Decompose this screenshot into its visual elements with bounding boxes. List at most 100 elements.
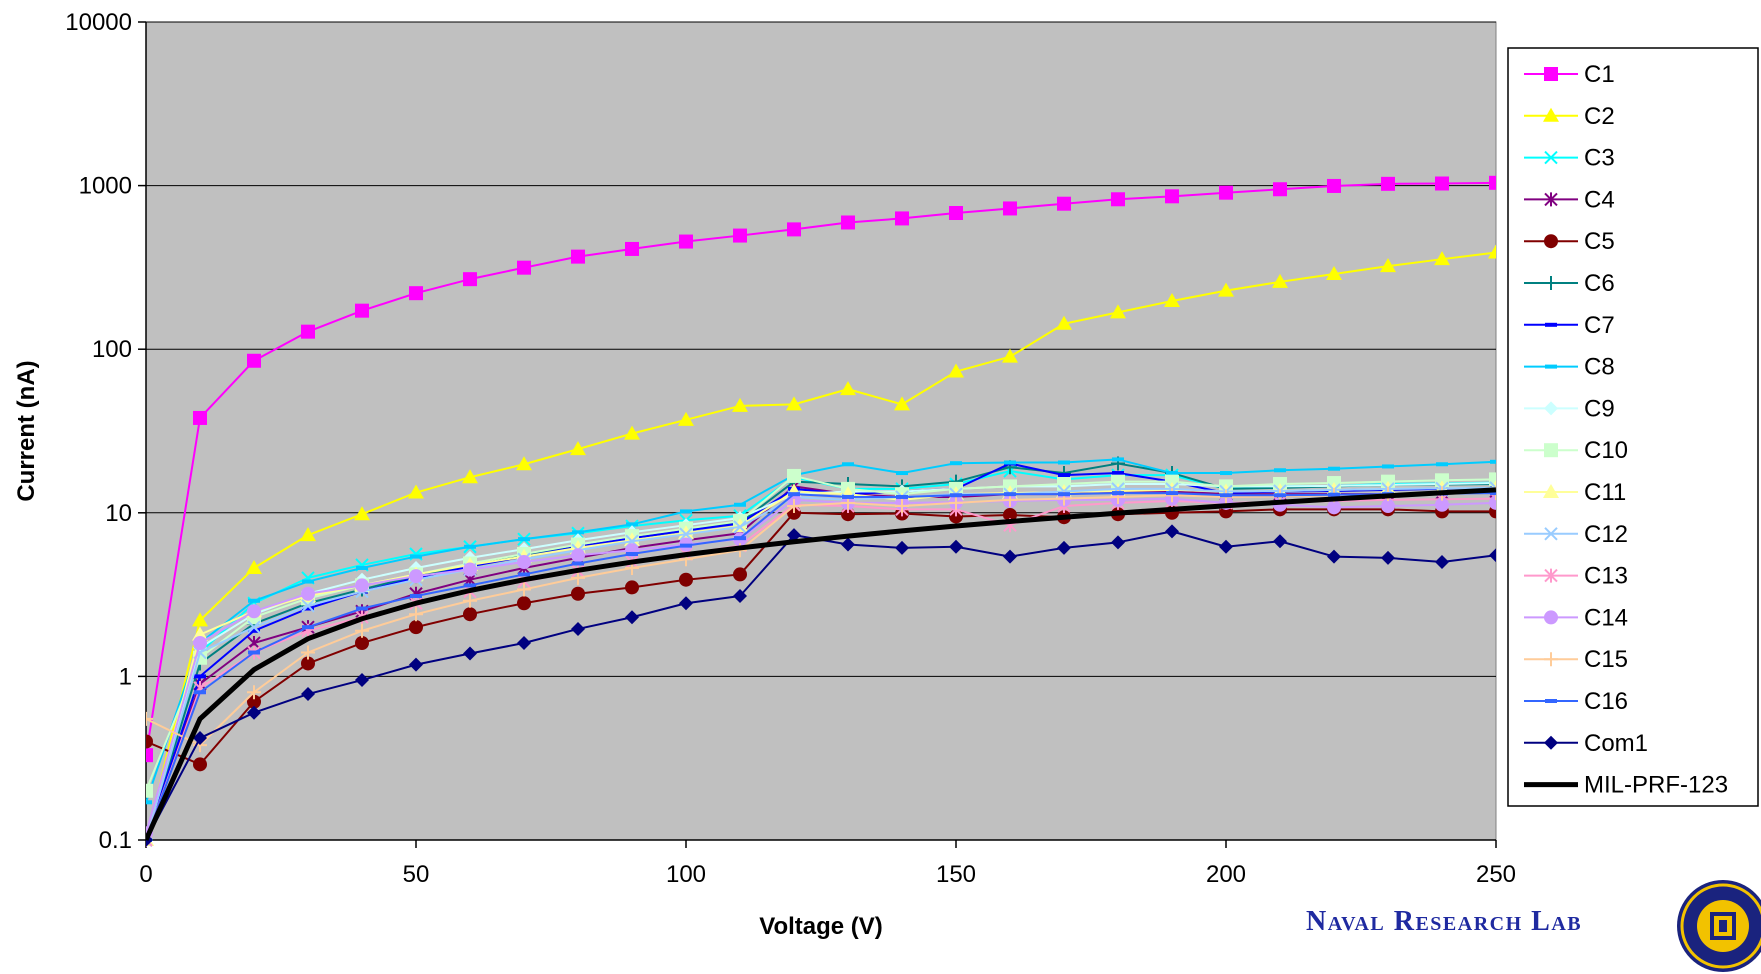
legend-marker: [1545, 364, 1557, 369]
data-point-c15: [517, 582, 531, 597]
data-point-c11: [732, 518, 748, 533]
data-point-c2: [1380, 258, 1396, 273]
legend-item-c10: C10: [1524, 437, 1628, 464]
data-point-c8: [410, 554, 422, 559]
data-point-c8: [464, 544, 476, 549]
x-tick-label: 150: [936, 861, 976, 888]
data-point-c2: [1110, 304, 1126, 319]
data-point-com1: [193, 731, 207, 746]
legend-item-mil-prf-123: MIL-PRF-123: [1524, 772, 1728, 799]
legend-label: C14: [1584, 604, 1628, 631]
tick-labels: 0.1 1 10 100 1000 10000 0 50 100 150 200 250: [65, 9, 1516, 888]
data-point-c8: [950, 461, 962, 466]
series-c1: [146, 175, 1496, 763]
series-c16: [146, 491, 1496, 842]
data-point-c16: [1490, 491, 1496, 496]
data-point-c2: [678, 411, 694, 426]
data-point-c16: [1166, 491, 1178, 496]
legend-item-c13: C13: [1524, 563, 1628, 590]
series-line-c4: [146, 485, 1496, 841]
legend-marker: [1544, 652, 1558, 667]
data-point-c15: [895, 499, 909, 514]
data-point-c2: [192, 612, 208, 627]
data-point-com1: [1435, 555, 1449, 570]
data-point-c16: [626, 551, 638, 556]
legend-label: Com1: [1584, 730, 1648, 757]
data-point-c12: [733, 520, 747, 534]
legend-label: C5: [1584, 228, 1615, 255]
data-point-c2: [1218, 282, 1234, 297]
data-point-c1: [1273, 182, 1287, 197]
data-point-c2: [1434, 251, 1450, 266]
data-point-c16: [410, 594, 422, 599]
chart: 0.1 1 10 100 1000 10000 0 50 100 150 200 250 Voltag…: [13, 9, 1759, 940]
data-point-c8: [680, 509, 692, 514]
legend-label: C13: [1584, 563, 1628, 590]
data-point-c8: [248, 598, 260, 603]
data-point-c8: [734, 502, 746, 507]
data-point-com1: [679, 596, 693, 611]
data-point-c5: [409, 620, 423, 635]
legend-label: C3: [1584, 145, 1615, 172]
data-point-c1: [463, 272, 477, 287]
data-point-c2: [354, 506, 370, 521]
data-point-com1: [895, 540, 909, 555]
legend-item-c7: C7: [1524, 312, 1615, 339]
legend-marker: [1545, 699, 1557, 703]
legend-item-c14: C14: [1524, 604, 1628, 631]
data-point-c15: [949, 495, 963, 510]
legend-label: C9: [1584, 395, 1615, 422]
y-tick-label: 100: [92, 336, 132, 363]
data-point-c16: [1004, 492, 1016, 497]
data-point-com1: [463, 646, 477, 661]
y-axis-title: Current (nA): [13, 360, 40, 501]
data-point-c1: [1219, 185, 1233, 200]
data-point-com1: [733, 589, 747, 604]
data-point-c8: [356, 565, 368, 570]
data-point-c5: [193, 757, 207, 772]
legend-label: C10: [1584, 437, 1628, 464]
data-point-c16: [1220, 493, 1232, 498]
data-point-c2: [246, 559, 262, 574]
legend-item-c6: C6: [1524, 270, 1615, 297]
data-point-c12: [679, 527, 693, 541]
data-point-c1: [146, 748, 153, 763]
legend-item-c4: C4: [1524, 186, 1615, 213]
data-point-c1: [1003, 201, 1017, 216]
data-point-c14: [517, 555, 531, 570]
data-point-c15: [571, 570, 585, 585]
data-point-com1: [247, 705, 261, 720]
data-point-com1: [1273, 534, 1287, 549]
series-line-mil-prf-123: [146, 487, 1496, 842]
data-point-c14: [1489, 495, 1496, 510]
data-point-c2: [462, 469, 478, 484]
legend-item-c8: C8: [1524, 354, 1615, 381]
series-line-c16: [146, 492, 1496, 841]
legend-item-c15: C15: [1524, 646, 1628, 673]
data-point-com1: [1327, 549, 1341, 564]
legend-label: C1: [1584, 61, 1615, 88]
data-point-c2: [516, 456, 532, 471]
data-point-c5: [517, 596, 531, 611]
legend-marker: [1544, 443, 1558, 458]
data-point-c14: [409, 569, 423, 584]
legend-item-c2: C2: [1524, 103, 1615, 130]
y-tick-label: 1: [119, 663, 132, 690]
data-point-c8: [1220, 471, 1232, 476]
data-point-c15: [301, 645, 315, 660]
data-point-c8: [1058, 460, 1070, 465]
data-point-c8: [1382, 464, 1394, 469]
legend-marker: [1544, 527, 1558, 541]
data-point-c1: [1435, 176, 1449, 191]
data-point-c2: [786, 396, 802, 411]
data-point-c1: [949, 206, 963, 221]
data-point-c2: [624, 425, 640, 440]
legend-label: C4: [1584, 186, 1615, 213]
grid: [146, 21, 1496, 677]
data-point-c1: [733, 228, 747, 243]
data-point-c16: [194, 690, 206, 695]
data-point-c5: [146, 734, 153, 749]
legend-marker: [1545, 322, 1557, 327]
legend-item-c5: C5: [1524, 228, 1615, 255]
y-tick-label: 1000: [79, 173, 132, 200]
